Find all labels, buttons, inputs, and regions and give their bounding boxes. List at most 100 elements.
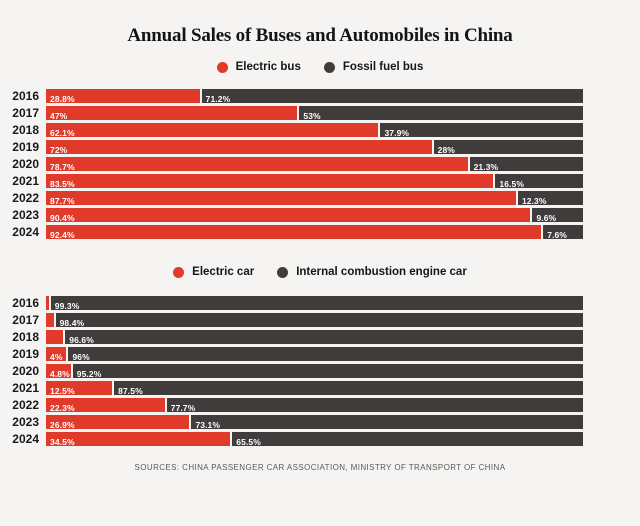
bus-sales-chart: 2016 28.8% 71.2% 2017 47% 53% 2018 62.1% 37.9% 20… <box>0 89 583 240</box>
chart-row: 2020 4.8% 95.2% <box>0 364 583 379</box>
fossil-fuel-bus-bar-segment: 12.3% <box>517 191 583 206</box>
year-label: 2022 <box>12 398 39 412</box>
bar-track: 99.3% <box>46 296 583 311</box>
year-label: 2023 <box>12 208 39 222</box>
electric-bar-value: 62.1% <box>50 128 75 138</box>
electric-car-bar-segment: 22.3% <box>46 398 165 413</box>
year-label: 2024 <box>12 225 39 239</box>
year-label: 2020 <box>12 364 39 378</box>
internal-combustion-engine-car-bar-segment: 95.2% <box>72 364 583 379</box>
internal-combustion-engine-car-bar-segment: 98.4% <box>55 313 583 328</box>
other-bar-value: 16.5% <box>499 179 524 189</box>
year-label: 2018 <box>12 330 39 344</box>
fossil-fuel-bus-bar-segment: 37.9% <box>380 123 583 138</box>
electric-bus-bar-segment: 92.4% <box>46 225 542 240</box>
electric-bus-bar-segment: 83.5% <box>46 174 494 189</box>
electric-bar-value: 12.5% <box>50 386 75 396</box>
sources-note: SOURCES: CHINA PASSENGER CAR ASSOCIATION… <box>134 463 506 472</box>
ice-car-legend-dot-icon <box>277 266 289 278</box>
other-bar-value: 65.5% <box>236 437 261 447</box>
other-bar-value: 99.3% <box>54 301 80 311</box>
fossil-fuel-bus-bar-segment: 53% <box>299 106 583 121</box>
bar-track: 28.8% 71.2% <box>46 89 583 104</box>
electric-car-legend-dot-icon <box>173 266 185 278</box>
year-label: 2019 <box>12 347 39 361</box>
other-bar-value: 77.7% <box>170 403 196 413</box>
bar-track: 22.3% 77.7% <box>46 398 583 413</box>
fossil-fuel-bus-bar-segment: 9.6% <box>532 208 583 223</box>
electric-car-bar-segment: 26.9% <box>46 415 190 430</box>
year-label: 2023 <box>12 415 39 429</box>
internal-combustion-engine-car-bar-segment: 87.5% <box>114 381 583 396</box>
electric-car-bar-segment: 4% <box>46 347 67 362</box>
chart-row: 2022 22.3% 77.7% <box>0 398 583 413</box>
other-bar-value: 9.6% <box>536 213 557 223</box>
ice-car-legend-label: Internal combustion engine car <box>296 266 467 278</box>
electric-car-bar-segment <box>46 296 49 310</box>
bar-track: 72% 28% <box>46 140 583 155</box>
year-label: 2016 <box>12 296 39 310</box>
car-legend: Electric car Internal combustion engine … <box>0 266 640 278</box>
year-label: 2016 <box>12 89 39 103</box>
bar-track: 78.7% 21.3% <box>46 157 583 172</box>
other-bar-value: 71.2% <box>205 94 231 104</box>
chart-row: 2017 98.4% <box>0 313 583 328</box>
fossil-fuel-bus-bar-segment: 7.6% <box>543 225 583 240</box>
bar-track: 26.9% 73.1% <box>46 415 583 430</box>
bar-track: 90.4% 9.6% <box>46 208 583 223</box>
chart-row: 2020 78.7% 21.3% <box>0 157 583 172</box>
bar-track: 87.7% 12.3% <box>46 191 583 206</box>
electric-car-bar-segment: 34.5% <box>46 432 231 447</box>
chart-row: 2022 87.7% 12.3% <box>0 191 583 206</box>
other-bar-value: 28% <box>437 145 455 155</box>
electric-bar-value: 92.4% <box>50 230 75 240</box>
other-bar-value: 7.6% <box>547 230 567 240</box>
chart-row: 2016 28.8% 71.2% <box>0 89 583 104</box>
electric-bus-bar-segment: 87.7% <box>46 191 516 206</box>
bar-track: 12.5% 87.5% <box>46 381 583 396</box>
electric-bar-value: 4% <box>50 352 63 362</box>
infographic-page: Annual Sales of Buses and Automobiles in… <box>0 25 640 526</box>
chart-row: 2018 96.6% <box>0 330 583 345</box>
bus-legend: Electric bus Fossil fuel bus <box>0 61 640 73</box>
electric-car-bar-segment: 12.5% <box>46 381 113 396</box>
chart-row: 2019 4% 96% <box>0 347 583 362</box>
bar-track: 92.4% 7.6% <box>46 225 583 240</box>
electric-bar-value: 47% <box>50 111 68 121</box>
year-label: 2019 <box>12 140 39 154</box>
electric-bus-legend-label: Electric bus <box>235 61 301 73</box>
year-label: 2022 <box>12 191 39 205</box>
other-bar-value: 53% <box>303 111 321 121</box>
electric-bar-value: 28.8% <box>50 94 75 104</box>
chart-row: 2021 83.5% 16.5% <box>0 174 583 189</box>
bar-track: 4% 96% <box>46 347 583 362</box>
other-bar-value: 96% <box>72 352 90 362</box>
year-label: 2020 <box>12 157 39 171</box>
chart-row: 2016 99.3% <box>0 296 583 311</box>
electric-bar-value: 22.3% <box>50 403 75 413</box>
electric-bus-bar-segment: 62.1% <box>46 123 379 138</box>
chart-row: 2017 47% 53% <box>0 106 583 121</box>
electric-car-bar-segment <box>46 313 54 327</box>
bus-legend-fossil-group: Fossil fuel bus <box>323 61 423 73</box>
other-bar-value: 37.9% <box>384 128 410 138</box>
car-legend-ice-group: Internal combustion engine car <box>277 266 467 278</box>
chart-title: Annual Sales of Buses and Automobiles in… <box>127 25 513 46</box>
chart-row: 2024 34.5% 65.5% <box>0 432 583 447</box>
year-label: 2021 <box>12 174 39 188</box>
electric-bus-bar-segment: 90.4% <box>46 208 531 223</box>
bar-track: 62.1% 37.9% <box>46 123 583 138</box>
bar-track: 96.6% <box>46 330 583 345</box>
year-label: 2018 <box>12 123 39 137</box>
year-label: 2024 <box>12 432 39 446</box>
bar-track: 34.5% 65.5% <box>46 432 583 447</box>
fossil-fuel-bus-bar-segment: 16.5% <box>495 174 583 189</box>
other-bar-value: 87.5% <box>118 386 143 396</box>
fossil-fuel-bus-legend-dot-icon <box>323 61 335 73</box>
other-bar-value: 98.4% <box>59 318 85 328</box>
electric-bus-bar-segment: 78.7% <box>46 157 468 172</box>
chart-row: 2023 26.9% 73.1% <box>0 415 583 430</box>
fossil-fuel-bus-bar-segment: 21.3% <box>469 157 583 172</box>
electric-bar-value: 90.4% <box>50 213 75 223</box>
internal-combustion-engine-car-bar-segment: 65.5% <box>232 432 583 447</box>
